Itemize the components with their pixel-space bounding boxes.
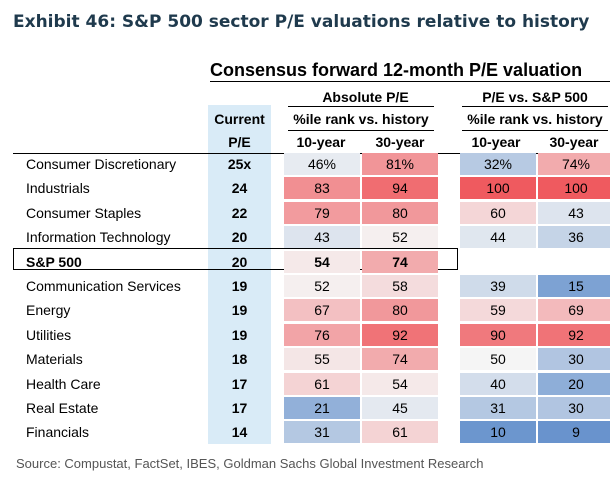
relative-pctile-header: %ile rank vs. history bbox=[467, 111, 603, 127]
abs30-cell: 94 bbox=[362, 177, 438, 200]
absolute-pctile-underline bbox=[288, 130, 434, 131]
rel30-cell bbox=[538, 251, 610, 273]
absolute-pe-underline bbox=[288, 106, 434, 107]
rel10-cell: 39 bbox=[460, 275, 536, 297]
rel10-cell: 31 bbox=[460, 397, 536, 419]
title-underline bbox=[210, 81, 610, 82]
abs10-cell: 83 bbox=[284, 177, 360, 200]
relative-pe-header: P/E vs. S&P 500 bbox=[482, 89, 588, 105]
exhibit-title: Exhibit 46: S&P 500 sector P/E valuation… bbox=[13, 12, 590, 32]
abs10-cell: 61 bbox=[284, 372, 360, 395]
rel30-cell: 15 bbox=[538, 275, 610, 297]
row-label: S&P 500 bbox=[26, 253, 82, 270]
rel10-cell: 59 bbox=[460, 299, 536, 322]
row-label: Information Technology bbox=[26, 229, 171, 246]
rel10-cell: 50 bbox=[460, 348, 536, 371]
abs10-cell: 31 bbox=[284, 421, 360, 444]
abs10-cell: 52 bbox=[284, 275, 360, 297]
abs30-cell: 74 bbox=[362, 348, 438, 371]
table-title: Consensus forward 12-month P/E valuation bbox=[210, 60, 583, 80]
rel30-cell: 9 bbox=[538, 421, 610, 444]
rel10-cell: 44 bbox=[460, 226, 536, 249]
row-label: Communication Services bbox=[26, 278, 181, 294]
abs-30yr-header: 30-year bbox=[375, 134, 425, 150]
abs30-cell: 52 bbox=[362, 226, 438, 249]
rel10-cell: 40 bbox=[460, 372, 536, 395]
rel30-cell: 100 bbox=[538, 177, 610, 200]
row-label: Industrials bbox=[26, 180, 90, 197]
current-pe-cell: 19 bbox=[231, 278, 248, 294]
current-pe-cell: 24 bbox=[231, 180, 248, 197]
abs30-cell: 74 bbox=[362, 250, 438, 273]
rel30-cell: 43 bbox=[538, 201, 610, 224]
row-label: Materials bbox=[26, 351, 83, 368]
current-pe-cell: 20 bbox=[231, 229, 248, 246]
current-pe-cell: 17 bbox=[231, 400, 248, 416]
source-note: Source: Compustat, FactSet, IBES, Goldma… bbox=[16, 456, 484, 471]
abs10-cell: 55 bbox=[284, 348, 360, 371]
abs10-cell: 46% bbox=[284, 153, 360, 175]
absolute-pe-header: Absolute P/E bbox=[322, 89, 409, 105]
rel10-cell: 60 bbox=[460, 201, 536, 224]
abs30-cell: 45 bbox=[362, 397, 438, 419]
current-pe-cell: 25x bbox=[227, 156, 252, 172]
row-label: Energy bbox=[26, 302, 71, 319]
absolute-pctile-header: %ile rank vs. history bbox=[293, 111, 429, 127]
rel-30yr-header: 30-year bbox=[549, 134, 599, 150]
rel-10yr-header: 10-year bbox=[471, 134, 521, 150]
abs10-cell: 76 bbox=[284, 323, 360, 346]
abs10-cell: 21 bbox=[284, 397, 360, 419]
rel30-cell: 30 bbox=[538, 397, 610, 419]
rel30-cell: 69 bbox=[538, 299, 610, 322]
row-label: Utilities bbox=[26, 326, 72, 343]
current-pe-cell: 17 bbox=[231, 375, 248, 392]
current-pe-cell: 19 bbox=[231, 326, 248, 343]
sp500-row-box bbox=[13, 248, 458, 270]
rel10-cell: 10 bbox=[460, 421, 536, 444]
rel30-cell: 92 bbox=[538, 323, 610, 346]
abs10-cell: 43 bbox=[284, 226, 360, 249]
abs10-cell: 54 bbox=[284, 250, 360, 273]
current-header-line1: Current bbox=[214, 111, 265, 127]
current-pe-cell: 22 bbox=[231, 204, 248, 221]
rel10-cell: 100 bbox=[460, 177, 536, 200]
current-pe-cell: 20 bbox=[231, 253, 248, 270]
row-label: Consumer Discretionary bbox=[26, 156, 177, 172]
abs30-cell: 58 bbox=[362, 275, 438, 297]
rel30-cell: 30 bbox=[538, 348, 610, 371]
rel30-cell: 36 bbox=[538, 226, 610, 249]
row-label: Real Estate bbox=[26, 400, 99, 416]
relative-pe-underline bbox=[462, 106, 608, 107]
rel10-cell bbox=[460, 251, 536, 273]
abs30-cell: 80 bbox=[362, 299, 438, 322]
current-pe-column-background bbox=[208, 105, 271, 444]
abs30-cell: 80 bbox=[362, 201, 438, 224]
rel10-cell: 32% bbox=[460, 153, 536, 175]
row-label: Consumer Staples bbox=[26, 204, 142, 221]
abs10-cell: 79 bbox=[284, 201, 360, 224]
abs30-cell: 61 bbox=[362, 421, 438, 444]
current-header-line2: P/E bbox=[228, 134, 251, 150]
row-label: Health Care bbox=[26, 375, 101, 392]
abs30-cell: 54 bbox=[362, 372, 438, 395]
rel30-cell: 74% bbox=[538, 153, 610, 175]
abs30-cell: 92 bbox=[362, 323, 438, 346]
current-pe-cell: 18 bbox=[231, 351, 248, 368]
abs30-cell: 81% bbox=[362, 153, 438, 175]
rel30-cell: 20 bbox=[538, 372, 610, 395]
row-label: Financials bbox=[26, 424, 90, 441]
rel10-cell: 90 bbox=[460, 323, 536, 346]
abs-10yr-header: 10-year bbox=[296, 134, 346, 150]
abs10-cell: 67 bbox=[284, 299, 360, 322]
current-pe-cell: 14 bbox=[231, 424, 248, 441]
relative-pctile-underline bbox=[462, 130, 608, 131]
current-pe-cell: 19 bbox=[231, 302, 248, 319]
